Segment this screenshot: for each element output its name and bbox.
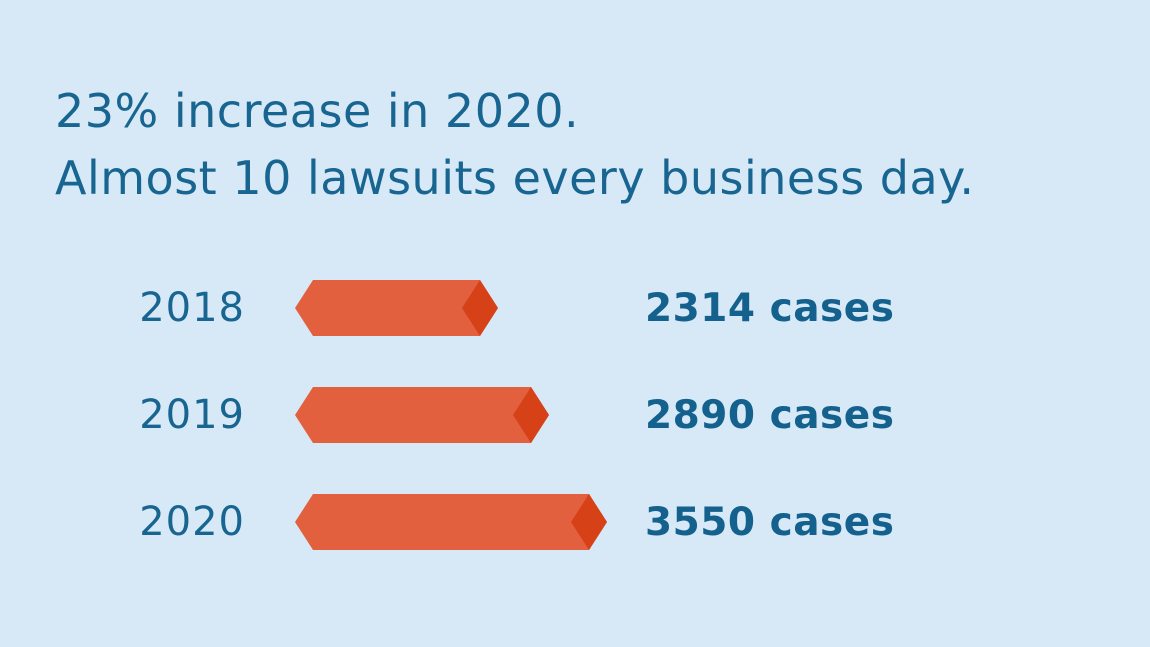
- value-label: 3550 cases: [645, 499, 895, 545]
- bar-body: [295, 494, 607, 550]
- bar-arrow-tip: [571, 494, 607, 550]
- bar-area: [295, 280, 645, 336]
- chart-row: 2018 2314 cases: [55, 280, 1095, 336]
- chart-row: 2019 2890 cases: [55, 387, 1095, 443]
- value-label: 2314 cases: [645, 285, 895, 331]
- bar-arrow-tip: [462, 280, 498, 336]
- chart-title: 23% increase in 2020. Almost 10 lawsuits…: [55, 78, 974, 212]
- bar-arrow-tip: [513, 387, 549, 443]
- title-line-2: Almost 10 lawsuits every business day.: [55, 151, 975, 205]
- bar-area: [295, 494, 645, 550]
- bar: [295, 494, 607, 550]
- title-line-1: 23% increase in 2020.: [55, 84, 580, 138]
- bar-area: [295, 387, 645, 443]
- bar-chart: 2018 2314 cases 2019 2890 cases 2020 3550 cas…: [55, 280, 1095, 601]
- chart-row: 2020 3550 cases: [55, 494, 1095, 550]
- bar-body: [295, 280, 498, 336]
- category-label: 2019: [139, 392, 245, 438]
- bar: [295, 280, 498, 336]
- category-label: 2018: [139, 285, 245, 331]
- bar-body: [295, 387, 549, 443]
- value-label: 2890 cases: [645, 392, 895, 438]
- category-label: 2020: [139, 499, 245, 545]
- bar: [295, 387, 549, 443]
